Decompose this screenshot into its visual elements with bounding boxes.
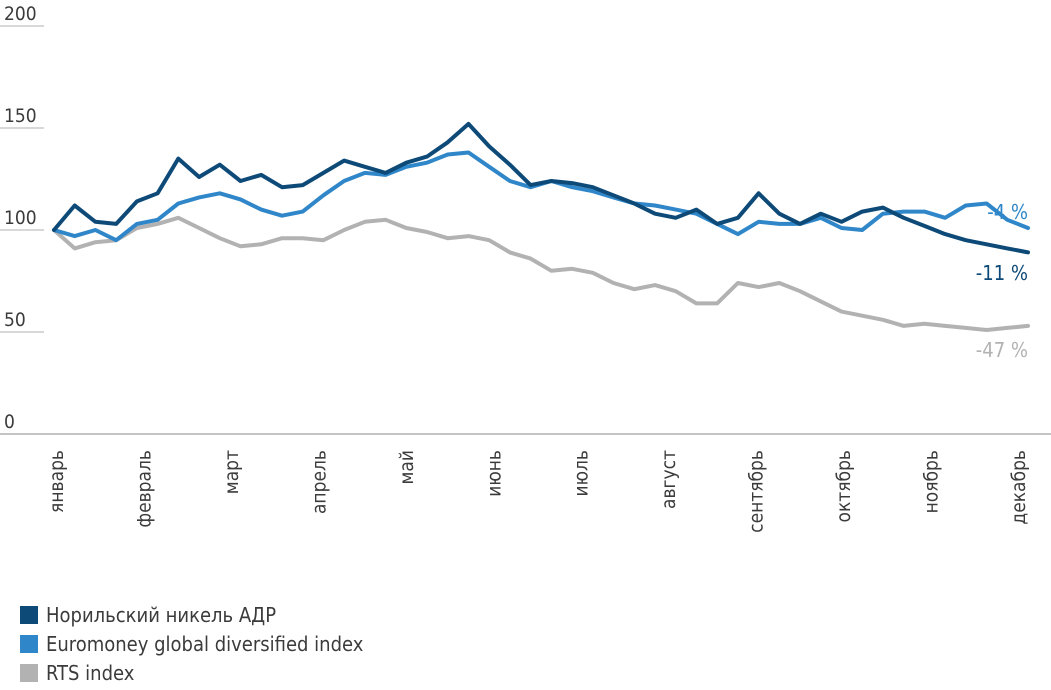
y-tick-label-50: 50 — [4, 309, 26, 331]
legend: Норильский никель АДР Euromoney global d… — [20, 600, 363, 687]
month-label-2: март — [221, 450, 243, 494]
month-label-9: октябрь — [833, 450, 855, 522]
legend-swatch-nornickel — [20, 605, 38, 624]
month-label-1: февраль — [134, 450, 156, 528]
legend-swatch-rts — [20, 663, 38, 682]
month-label-10: ноябрь — [921, 450, 943, 513]
month-label-0: январь — [46, 450, 68, 513]
legend-label-rts: RTS index — [46, 660, 135, 685]
series-lines — [52, 121, 1030, 332]
y-tick-label-0: 0 — [4, 411, 15, 433]
month-label-4: май — [396, 450, 418, 484]
legend-label-nornickel: Норильский никель АДР — [46, 602, 277, 627]
y-tick-label-150: 150 — [4, 105, 37, 127]
legend-item-euromoney: Euromoney global diversified index — [20, 629, 363, 658]
grid-lines — [0, 25, 44, 333]
month-label-7: август — [658, 450, 680, 509]
series-line-rts-index — [52, 215, 1030, 332]
y-axis-ticks: 0 50 100 150 200 — [4, 3, 37, 433]
month-label-8: сентябрь — [746, 450, 768, 533]
end-label-series-2: -47 % — [976, 338, 1028, 362]
x-axis-month-labels: январь февраль март апрель май июнь июль август… — [46, 450, 1030, 533]
month-label-6: июль — [571, 450, 593, 497]
month-label-11: декабрь — [1008, 450, 1030, 525]
legend-item-nornickel: Норильский никель АДР — [20, 600, 363, 629]
legend-label-euromoney: Euromoney global diversified index — [46, 631, 364, 656]
end-label-series-0: -11 % — [976, 261, 1028, 285]
chart: 0 50 100 150 200 январь февраль март апрель май и… — [0, 3, 1051, 533]
end-label-series-1: -4 % — [987, 200, 1028, 224]
legend-item-rts: RTS index — [20, 658, 363, 687]
y-tick-label-100: 100 — [4, 207, 37, 229]
y-tick-label-200: 200 — [4, 3, 37, 25]
series-end-labels: -11 % -4 % -47 % — [976, 200, 1028, 362]
series-line-норильский-никель-адр — [52, 121, 1030, 255]
month-label-5: июнь — [483, 450, 505, 497]
legend-swatch-euromoney — [20, 634, 38, 653]
month-label-3: апрель — [308, 450, 330, 514]
